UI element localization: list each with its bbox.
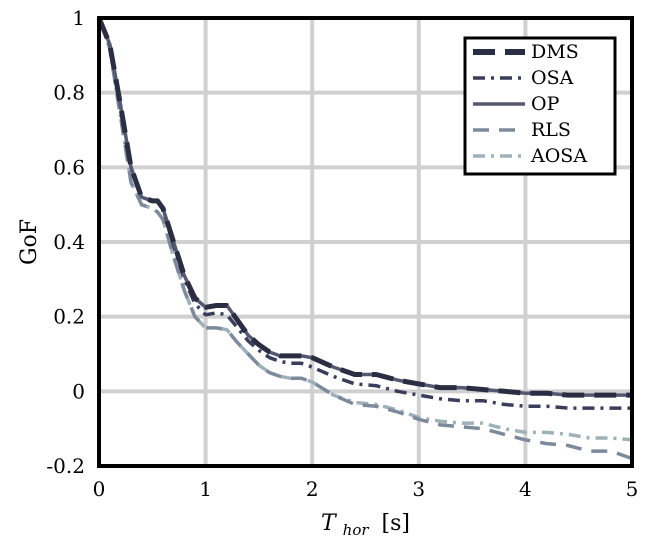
y-tick-label-0: -0.2	[46, 454, 85, 478]
series-line-osa	[97, 17, 632, 410]
y-axis-title: GoF	[17, 219, 42, 265]
y-tick-label-1: 0	[72, 379, 85, 403]
x-tick-labels: 0 1 2 3 4 5	[93, 477, 639, 501]
y-tick-label-5: 0.8	[53, 81, 85, 105]
x-tick-label-0: 0	[93, 477, 106, 501]
series-line-rls	[97, 17, 633, 461]
y-tick-label-2: 0.2	[53, 305, 85, 329]
series-layer	[96, 17, 633, 461]
legend-label-dms: DMS	[531, 41, 579, 63]
legend: DMS OSA OP RLS AOSA	[463, 36, 617, 176]
legend-label-aosa: AOSA	[530, 145, 587, 167]
plot-frame	[97, 16, 634, 468]
x-axis-title: T hor [s]	[321, 511, 410, 538]
y-tick-labels: -0.2 0 0.2 0.4 0.6 0.8 1	[46, 6, 85, 478]
y-tick-label-3: 0.4	[53, 230, 85, 254]
series-line-dms	[96, 17, 632, 398]
x-tick-label-3: 3	[412, 477, 425, 501]
y-tick-label-6: 1	[72, 6, 85, 30]
legend-box	[463, 36, 617, 176]
x-axis-title-main: T	[321, 511, 338, 536]
y-tick-label-4: 0.6	[53, 155, 85, 179]
x-axis-title-sub: hor	[343, 521, 370, 538]
x-tick-label-5: 5	[626, 477, 639, 501]
x-tick-label-2: 2	[306, 477, 319, 501]
legend-label-osa: OSA	[531, 67, 574, 89]
x-tick-label-1: 1	[199, 477, 212, 501]
legend-label-op: OP	[531, 93, 560, 115]
x-tick-label-4: 4	[519, 477, 532, 501]
x-axis-title-unit: [s]	[382, 511, 410, 536]
legend-label-rls: RLS	[531, 119, 571, 141]
